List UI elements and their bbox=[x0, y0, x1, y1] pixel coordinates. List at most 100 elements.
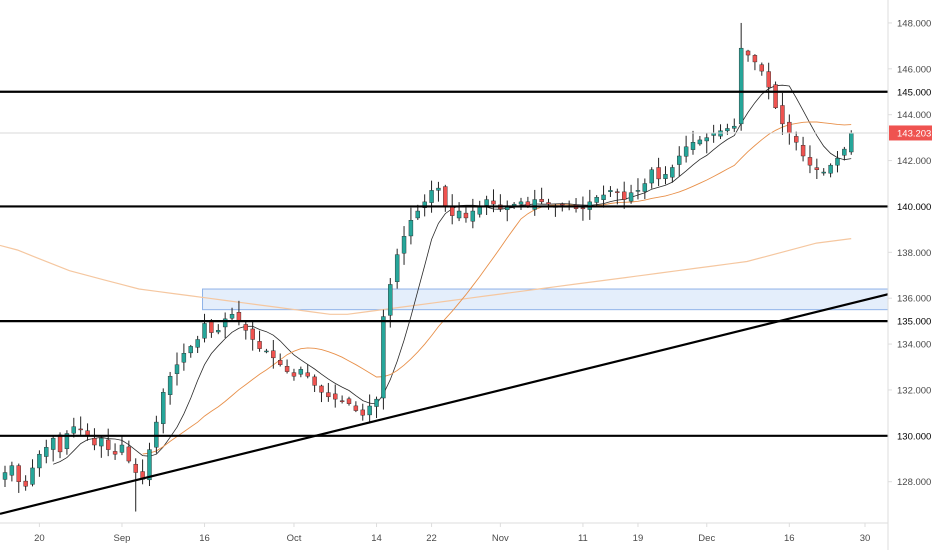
candle-down[interactable] bbox=[312, 376, 317, 386]
candle-up[interactable] bbox=[99, 437, 104, 447]
candle-up[interactable] bbox=[30, 467, 35, 485]
candle-up[interactable] bbox=[264, 350, 269, 353]
candle-down[interactable] bbox=[787, 121, 792, 134]
candle-up[interactable] bbox=[732, 125, 737, 129]
candle-up[interactable] bbox=[216, 330, 221, 333]
candle-down[interactable] bbox=[236, 312, 242, 322]
candle-down[interactable] bbox=[284, 366, 290, 372]
candle-down[interactable] bbox=[780, 105, 785, 125]
candle-down[interactable] bbox=[133, 463, 138, 473]
candle-up[interactable] bbox=[195, 339, 200, 348]
candle-down[interactable] bbox=[243, 324, 249, 331]
candle-down[interactable] bbox=[491, 200, 496, 205]
candle-up[interactable] bbox=[37, 453, 42, 469]
candle-down[interactable] bbox=[126, 446, 132, 462]
candle-down[interactable] bbox=[326, 392, 331, 398]
candle-down[interactable] bbox=[443, 186, 448, 207]
candle-down[interactable] bbox=[622, 191, 627, 200]
candle-down[interactable] bbox=[759, 64, 764, 72]
candle-up[interactable] bbox=[456, 210, 462, 219]
candle-down[interactable] bbox=[463, 212, 469, 219]
candle-down[interactable] bbox=[57, 434, 63, 453]
candle-up[interactable] bbox=[167, 375, 173, 395]
candle-down[interactable] bbox=[546, 202, 551, 205]
candle-up[interactable] bbox=[518, 201, 524, 205]
candle-up[interactable] bbox=[154, 421, 159, 448]
candle-down[interactable] bbox=[745, 50, 751, 56]
candle-up[interactable] bbox=[635, 190, 641, 192]
candle-up[interactable] bbox=[849, 132, 854, 153]
candle-down[interactable] bbox=[752, 55, 758, 63]
candle-up[interactable] bbox=[119, 444, 125, 453]
candle-up[interactable] bbox=[683, 146, 689, 157]
candle-down[interactable] bbox=[112, 451, 118, 455]
candle-up[interactable] bbox=[690, 142, 696, 150]
candle-down[interactable] bbox=[16, 465, 21, 482]
candle-up[interactable] bbox=[594, 197, 599, 203]
candle-down[interactable] bbox=[814, 167, 820, 170]
candle-down[interactable] bbox=[580, 207, 586, 210]
candle-up[interactable] bbox=[222, 318, 228, 328]
candle-up[interactable] bbox=[532, 199, 537, 210]
candle-up[interactable] bbox=[188, 346, 193, 354]
candle-down[interactable] bbox=[250, 328, 255, 340]
candle-down[interactable] bbox=[353, 405, 359, 411]
candle-up[interactable] bbox=[161, 392, 166, 424]
candle-up[interactable] bbox=[394, 254, 400, 282]
candle-up[interactable] bbox=[202, 323, 207, 339]
candle-up[interactable] bbox=[174, 364, 180, 374]
candle-down[interactable] bbox=[278, 360, 283, 365]
candle-up[interactable] bbox=[677, 155, 682, 165]
candle-up[interactable] bbox=[738, 47, 744, 125]
candle-down[interactable] bbox=[615, 191, 620, 193]
candle-down[interactable] bbox=[450, 206, 455, 216]
candle-up[interactable] bbox=[828, 164, 833, 174]
candle-up[interactable] bbox=[181, 353, 187, 363]
candle-up[interactable] bbox=[642, 183, 648, 192]
candle-up[interactable] bbox=[821, 171, 826, 174]
candle-up[interactable] bbox=[436, 187, 441, 191]
candle-up[interactable] bbox=[842, 148, 847, 156]
candle-down[interactable] bbox=[105, 439, 111, 450]
candle-down[interactable] bbox=[257, 341, 262, 349]
candle-up[interactable] bbox=[147, 449, 152, 481]
candle-up[interactable] bbox=[388, 284, 393, 316]
candle-down[interactable] bbox=[319, 385, 324, 393]
candle-down[interactable] bbox=[800, 145, 806, 157]
candle-up[interactable] bbox=[50, 437, 56, 450]
candle-up[interactable] bbox=[408, 220, 414, 237]
candle-up[interactable] bbox=[429, 190, 434, 203]
candle-down[interactable] bbox=[333, 393, 338, 400]
candle-up[interactable] bbox=[628, 192, 634, 202]
candle-up[interactable] bbox=[704, 137, 709, 142]
candle-down[interactable] bbox=[78, 428, 83, 431]
candle-up[interactable] bbox=[663, 174, 668, 179]
candle-up[interactable] bbox=[601, 194, 606, 200]
candle-up[interactable] bbox=[2, 472, 8, 480]
candle-down[interactable] bbox=[766, 71, 771, 88]
candle-up[interactable] bbox=[298, 369, 304, 375]
candle-up[interactable] bbox=[725, 128, 730, 132]
candle-down[interactable] bbox=[807, 157, 813, 166]
candle-down[interactable] bbox=[346, 398, 352, 404]
candle-up[interactable] bbox=[367, 405, 372, 416]
candle-up[interactable] bbox=[422, 201, 427, 208]
candle-down[interactable] bbox=[539, 198, 544, 203]
candle-down[interactable] bbox=[271, 350, 276, 359]
candle-up[interactable] bbox=[470, 210, 476, 222]
candle-down[interactable] bbox=[560, 203, 565, 206]
candle-up[interactable] bbox=[477, 206, 482, 215]
candle-down[interactable] bbox=[291, 372, 297, 377]
candle-up[interactable] bbox=[401, 236, 407, 254]
candle-up[interactable] bbox=[484, 199, 489, 206]
candle-up[interactable] bbox=[415, 210, 420, 219]
candle-down[interactable] bbox=[339, 400, 345, 402]
candle-up[interactable] bbox=[670, 167, 675, 178]
candle-up[interactable] bbox=[71, 426, 77, 434]
candle-up[interactable] bbox=[9, 465, 15, 476]
candle-up[interactable] bbox=[229, 314, 235, 319]
candle-up[interactable] bbox=[835, 158, 840, 166]
trendline[interactable] bbox=[0, 292, 891, 515]
candle-down[interactable] bbox=[305, 372, 310, 377]
